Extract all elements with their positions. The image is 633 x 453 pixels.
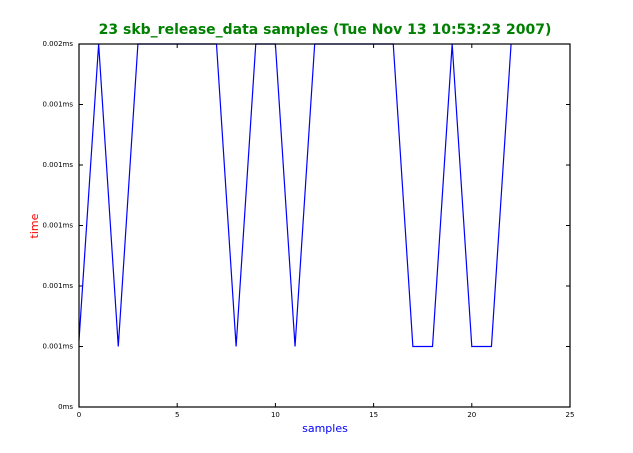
y-tick-label: 0.001ms [42,101,73,109]
y-tick-label: 0ms [58,403,73,411]
x-tick-label: 25 [566,411,575,419]
plot-frame [78,43,571,408]
y-tick-label: 0.001ms [42,161,73,169]
x-tick-label: 5 [175,411,179,419]
y-tick-label: 0.002ms [42,40,73,48]
y-tick-label: 0.001ms [42,222,73,230]
y-tick-label: 0.001ms [42,343,73,351]
x-tick-label: 10 [271,411,280,419]
x-tick-label: 15 [369,411,378,419]
x-tick-label: 0 [77,411,81,419]
y-tick-label: 0.001ms [42,282,73,290]
x-tick-label: 20 [467,411,476,419]
chart-title: 23 skb_release_data samples (Tue Nov 13 … [99,22,552,38]
x-axis-label: samples [302,422,348,435]
y-axis-label: time [28,213,41,238]
